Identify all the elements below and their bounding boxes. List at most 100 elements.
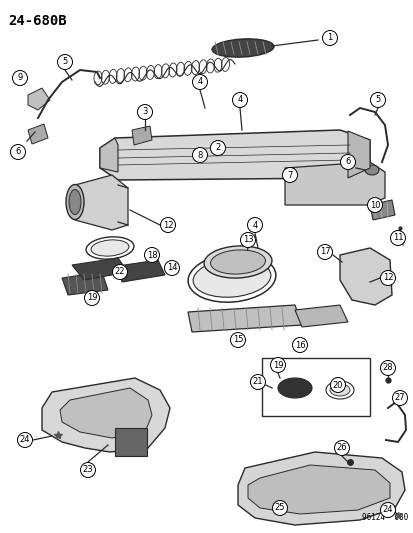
Text: 1: 1: [327, 34, 332, 43]
Text: 4: 4: [252, 221, 257, 230]
Text: 8: 8: [197, 150, 202, 159]
Text: 6: 6: [15, 148, 21, 157]
Text: 16: 16: [294, 341, 304, 350]
Polygon shape: [75, 175, 128, 230]
Ellipse shape: [211, 39, 273, 57]
Circle shape: [334, 440, 349, 456]
Text: 11: 11: [392, 233, 402, 243]
Polygon shape: [247, 465, 389, 514]
Ellipse shape: [69, 190, 81, 214]
Bar: [115, 428, 147, 456]
Circle shape: [389, 230, 404, 246]
Circle shape: [112, 264, 127, 279]
Polygon shape: [339, 248, 391, 305]
Text: 19: 19: [272, 360, 282, 369]
Circle shape: [84, 290, 99, 305]
Circle shape: [17, 432, 33, 448]
Text: 21: 21: [252, 377, 263, 386]
Polygon shape: [188, 305, 301, 332]
Ellipse shape: [204, 246, 271, 278]
Circle shape: [270, 358, 285, 373]
Polygon shape: [118, 260, 165, 282]
Text: 14: 14: [166, 263, 177, 272]
Ellipse shape: [86, 237, 133, 259]
Ellipse shape: [325, 381, 353, 399]
Circle shape: [137, 104, 152, 119]
Text: 25: 25: [274, 504, 285, 513]
Ellipse shape: [188, 254, 275, 302]
Polygon shape: [42, 378, 170, 452]
Text: 28: 28: [382, 364, 392, 373]
Circle shape: [247, 217, 262, 232]
Circle shape: [339, 155, 355, 169]
Circle shape: [10, 144, 26, 159]
Ellipse shape: [192, 259, 270, 297]
Circle shape: [80, 463, 95, 478]
Polygon shape: [284, 162, 384, 205]
Text: 24-680B: 24-680B: [8, 14, 66, 28]
Circle shape: [370, 93, 385, 108]
Circle shape: [322, 30, 337, 45]
Ellipse shape: [91, 240, 128, 256]
Text: 22: 22: [114, 268, 125, 277]
Text: 4: 4: [237, 95, 242, 104]
Polygon shape: [132, 126, 152, 145]
Polygon shape: [62, 272, 108, 295]
Polygon shape: [60, 388, 152, 438]
Circle shape: [144, 247, 159, 262]
Polygon shape: [294, 305, 347, 327]
Circle shape: [192, 148, 207, 163]
Ellipse shape: [364, 165, 378, 175]
Ellipse shape: [210, 250, 265, 274]
Ellipse shape: [329, 384, 349, 396]
Circle shape: [380, 360, 394, 376]
Circle shape: [292, 337, 307, 352]
Text: 3: 3: [142, 108, 147, 117]
Text: 13: 13: [242, 236, 253, 245]
Text: 2: 2: [215, 143, 220, 152]
Text: 12: 12: [162, 221, 173, 230]
Text: 5: 5: [375, 95, 380, 104]
Ellipse shape: [277, 378, 311, 398]
Text: 24: 24: [20, 435, 30, 445]
Text: 10: 10: [369, 200, 379, 209]
Text: 20: 20: [332, 381, 342, 390]
Circle shape: [57, 54, 72, 69]
Text: 12: 12: [382, 273, 392, 282]
Circle shape: [330, 377, 345, 392]
Circle shape: [192, 75, 207, 90]
Text: 5: 5: [62, 58, 67, 67]
Text: 24: 24: [382, 505, 392, 514]
Circle shape: [380, 503, 394, 518]
Text: 19: 19: [87, 294, 97, 303]
Text: 4: 4: [197, 77, 202, 86]
Polygon shape: [100, 138, 118, 172]
Circle shape: [240, 232, 255, 247]
Text: 9: 9: [17, 74, 23, 83]
Circle shape: [164, 261, 179, 276]
Circle shape: [367, 198, 382, 213]
Bar: [261, 358, 369, 416]
Ellipse shape: [66, 184, 84, 220]
Circle shape: [380, 271, 394, 286]
Circle shape: [232, 93, 247, 108]
Polygon shape: [347, 131, 369, 178]
Circle shape: [12, 70, 27, 85]
Circle shape: [250, 375, 265, 390]
Circle shape: [272, 500, 287, 515]
Text: 7: 7: [287, 171, 292, 180]
Text: 6: 6: [344, 157, 350, 166]
Circle shape: [160, 217, 175, 232]
Circle shape: [282, 167, 297, 182]
Polygon shape: [237, 452, 404, 525]
Polygon shape: [72, 258, 128, 280]
Circle shape: [392, 391, 406, 406]
Text: 18: 18: [146, 251, 157, 260]
Circle shape: [317, 245, 332, 260]
Text: 27: 27: [394, 393, 404, 402]
Text: 26: 26: [336, 443, 347, 453]
Polygon shape: [28, 124, 48, 144]
Text: 17: 17: [319, 247, 330, 256]
Text: 96124  680: 96124 680: [361, 513, 407, 522]
Circle shape: [210, 141, 225, 156]
